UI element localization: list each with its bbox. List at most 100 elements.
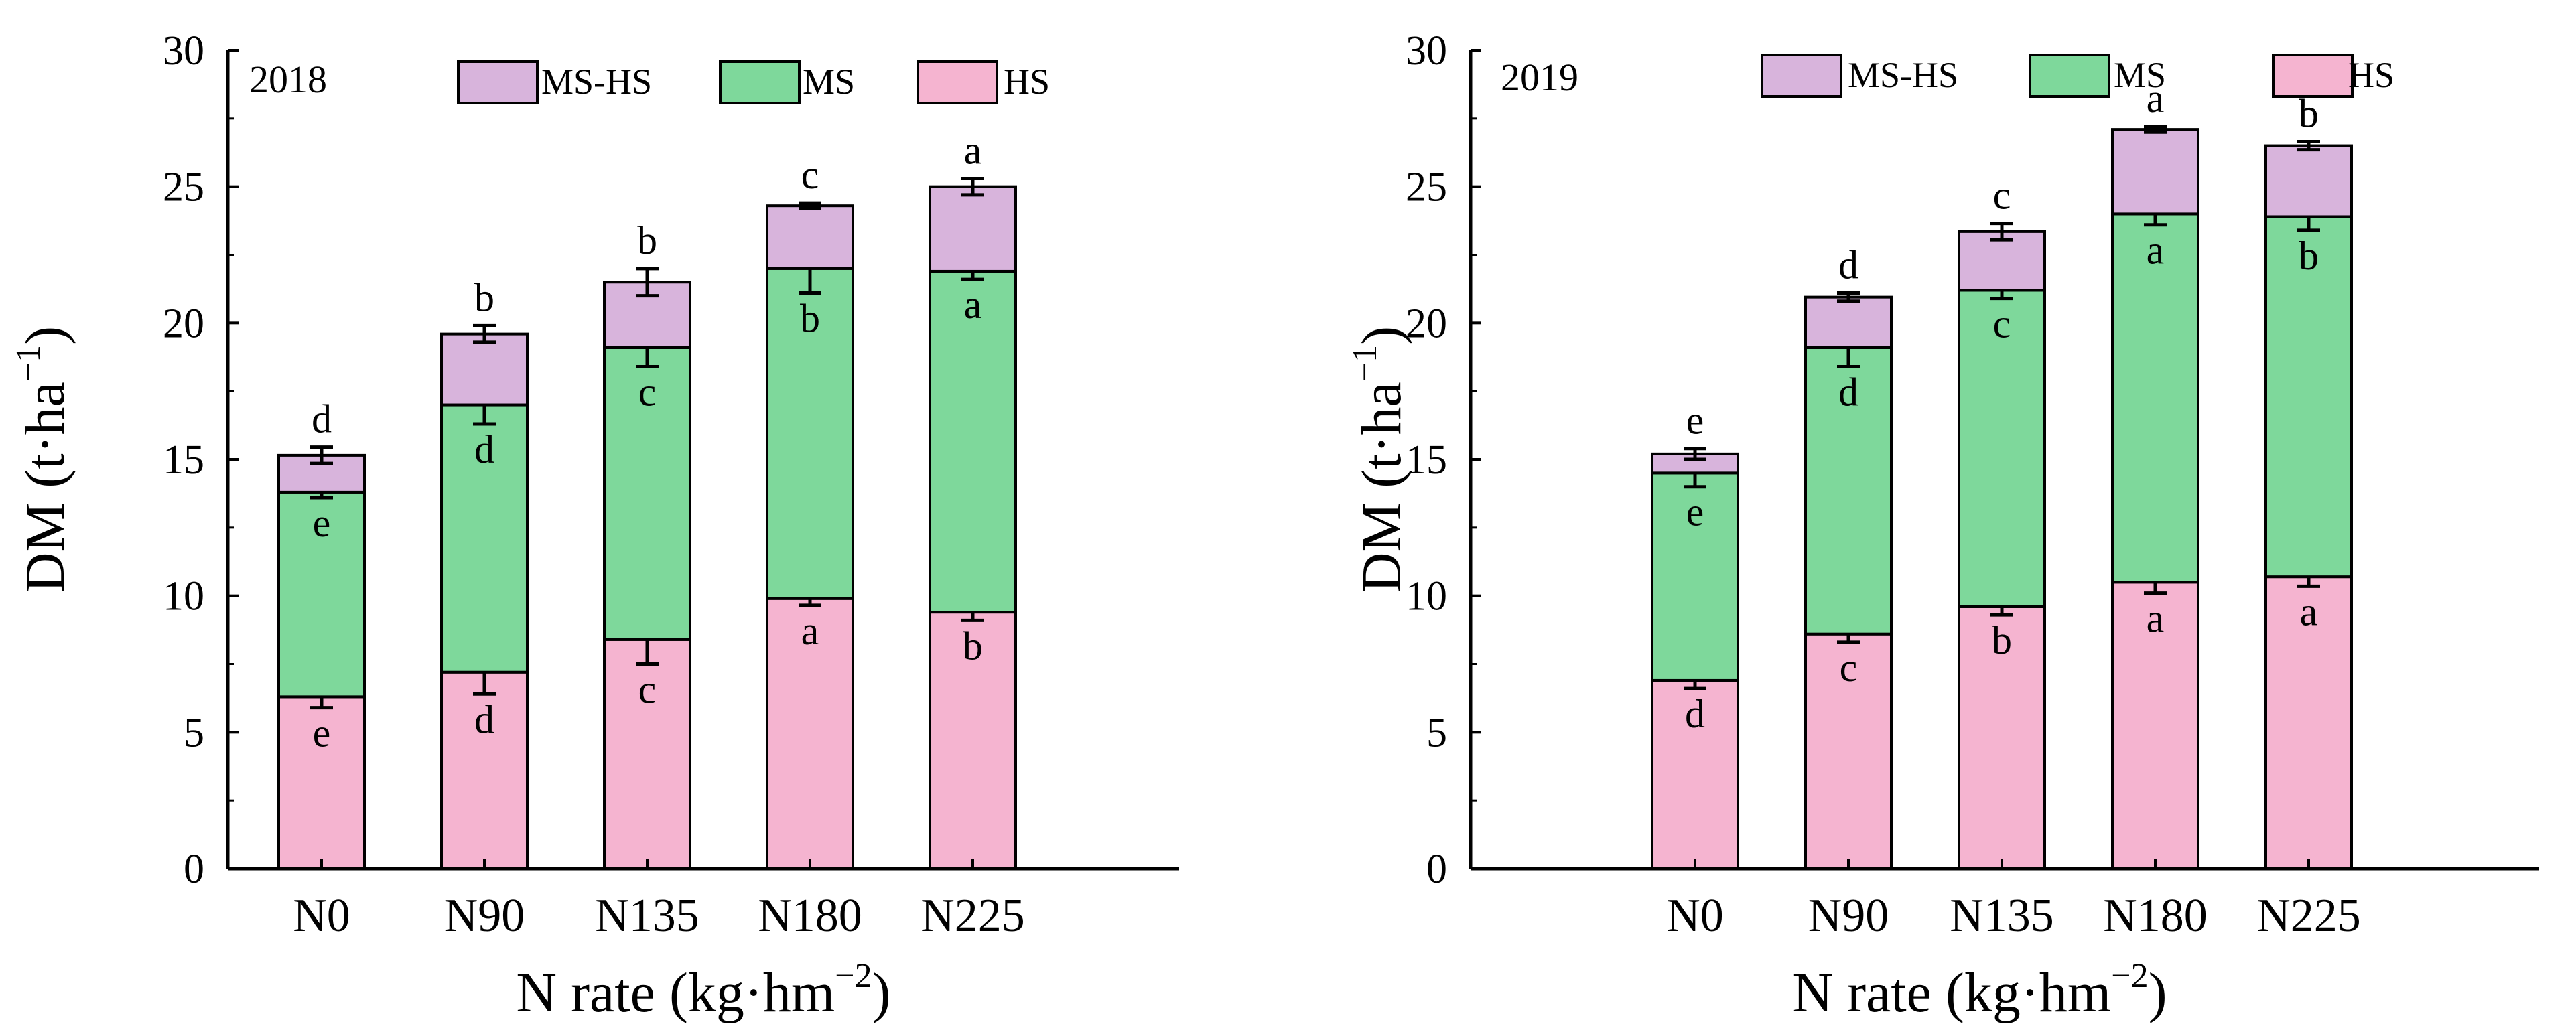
y-axis-title: DM (t·ha−1) (1346, 326, 1413, 593)
x-axis-title-close: ) (2149, 962, 2167, 1024)
y-tick-label: 0 (1426, 847, 1447, 892)
y-axis-title-sup: −1 (9, 345, 48, 382)
bar-ms-hs-n225 (2264, 144, 2353, 218)
x-axis-title-main: N rate (kg·hm (1792, 962, 2111, 1024)
x-axis-title-main: N rate (kg·hm (516, 962, 835, 1024)
legend-swatch-hs (917, 60, 998, 104)
y-tick-label: 0 (184, 847, 204, 892)
sig-letter-ms-hs-n0: e (1686, 398, 1704, 443)
bar-hs-n0 (277, 695, 366, 870)
bar-hs-n135 (603, 638, 691, 871)
bar-hs-n225 (2264, 575, 2353, 870)
sig-letter-hs-n225: a (2300, 589, 2318, 634)
x-tick-label-n225: N225 (2256, 890, 2361, 942)
bar-ms-hs-n90 (440, 332, 529, 407)
y-tick-label: 10 (1406, 574, 1447, 619)
legend-swatch-ms (719, 60, 801, 104)
y-axis-title-sup: −1 (1346, 345, 1384, 382)
sig-letter-ms-hs-n135: c (1993, 173, 2011, 218)
bar-hs-n0 (1651, 678, 1739, 870)
bar-ms-hs-n180 (766, 204, 854, 270)
bar-ms-n90 (1804, 346, 1893, 636)
y-tick-label: 20 (1406, 301, 1447, 346)
chart-panel-2018: e e d d d b c c b a b c b a a 0 5 10 15 20 25 30 N0 N90 N135 N180… (9, 28, 1179, 1024)
panel-year-label: 2018 (249, 58, 327, 101)
y-tick-label: 10 (163, 574, 204, 619)
sig-letter-ms-n180: a (2147, 228, 2165, 273)
sig-letter-hs-n135: c (638, 668, 657, 712)
sig-letter-hs-n180: a (801, 609, 819, 653)
legend-swatch-ms-hs (1761, 54, 1842, 98)
sig-letter-ms-n135: c (1993, 302, 2011, 346)
sig-letter-ms-n90: d (1838, 370, 1858, 415)
bar-ms-n0 (1651, 471, 1739, 682)
sig-letter-ms-hs-n135: b (637, 218, 657, 263)
x-axis-title-sup: −2 (2111, 957, 2148, 995)
sig-letter-ms-n225: a (964, 283, 982, 327)
sig-letter-hs-n0: d (1685, 692, 1705, 736)
y-axis-title-close: ) (14, 326, 76, 345)
sig-letter-ms-hs-n0: d (312, 397, 332, 441)
x-tick-label-n90: N90 (1808, 890, 1889, 942)
sig-letter-ms-n225: b (2299, 234, 2319, 278)
bar-ms-hs-n90 (1804, 295, 1893, 349)
sig-letter-ms-n180: b (800, 297, 820, 341)
sig-letter-ms-n90: d (474, 427, 494, 471)
sig-letter-hs-n0: e (313, 711, 331, 755)
y-tick-label: 15 (163, 437, 204, 483)
bar-ms-n90 (440, 403, 529, 674)
y-tick-label: 5 (184, 710, 204, 755)
y-tick-label: 30 (1406, 28, 1447, 74)
y-tick-label: 25 (1406, 165, 1447, 210)
legend-label-ms: MS (2114, 55, 2166, 95)
legend-label-hs: HS (1004, 62, 1050, 102)
sig-letter-hs-n90: d (474, 697, 494, 741)
y-axis-title-main: DM (t·ha (1351, 382, 1413, 593)
x-tick-label-n135: N135 (595, 890, 699, 942)
sig-letter-hs-n225: b (963, 623, 983, 668)
panel-year-label: 2019 (1501, 56, 1578, 99)
sig-letter-ms-hs-n90: b (474, 275, 494, 319)
sig-letter-ms-hs-n90: d (1838, 243, 1858, 287)
sig-letter-ms-n0: e (313, 501, 331, 545)
bar-ms-n135 (1958, 289, 2046, 608)
legend-swatch-hs (2272, 54, 2354, 98)
x-tick-label-n180: N180 (758, 890, 862, 942)
y-axis-title-close: ) (1351, 326, 1413, 345)
x-axis-title: N rate (kg·hm−2) (516, 957, 890, 1024)
x-tick-label-n0: N0 (1666, 890, 1724, 942)
sig-letter-ms-hs-n180: a (2147, 76, 2165, 121)
legend-label-ms: MS (803, 62, 855, 102)
bar-ms-n225 (2264, 215, 2353, 579)
sig-letter-hs-n90: c (1840, 646, 1858, 690)
legend-label-hs: HS (2348, 55, 2394, 95)
sig-letter-ms-n0: e (1686, 490, 1704, 534)
x-tick-label-n90: N90 (444, 890, 525, 942)
y-tick-label: 20 (163, 301, 204, 346)
x-axis-title-close: ) (872, 962, 891, 1024)
y-axis-title-main: DM (t·ha (14, 382, 76, 593)
y-tick-label: 5 (1426, 710, 1447, 755)
bar-ms-hs-n225 (929, 185, 1017, 273)
y-tick-label: 15 (1406, 437, 1447, 483)
sig-letter-ms-hs-n225: b (2299, 91, 2319, 135)
x-tick-label-n135: N135 (1950, 890, 2054, 942)
bar-hs-n180 (2111, 581, 2199, 870)
bar-hs-n90 (1804, 632, 1893, 871)
x-axis-title: N rate (kg·hm−2) (1792, 957, 2167, 1024)
x-tick-label-n225: N225 (921, 890, 1025, 942)
sig-letter-ms-hs-n225: a (964, 128, 982, 172)
sig-letter-hs-n135: b (1992, 618, 2012, 662)
legend-swatch-ms-hs (457, 60, 539, 104)
bar-ms-hs-n180 (2111, 128, 2199, 216)
legend-label-ms-hs: MS-HS (1848, 55, 1958, 95)
x-tick-label-n0: N0 (293, 890, 350, 942)
x-tick-label-n180: N180 (2103, 890, 2208, 942)
legend-swatch-ms (2029, 54, 2110, 98)
y-axis-title: DM (t·ha−1) (9, 326, 76, 593)
chart-panel-2019: d e e c d d b c c a a a a b b 0 5 10 15 20 25 30 N0 N90 N135 N180… (1346, 28, 2539, 1024)
bar-ms-n180 (766, 267, 854, 600)
y-tick-label: 25 (163, 165, 204, 210)
sig-letter-hs-n180: a (2147, 597, 2165, 641)
